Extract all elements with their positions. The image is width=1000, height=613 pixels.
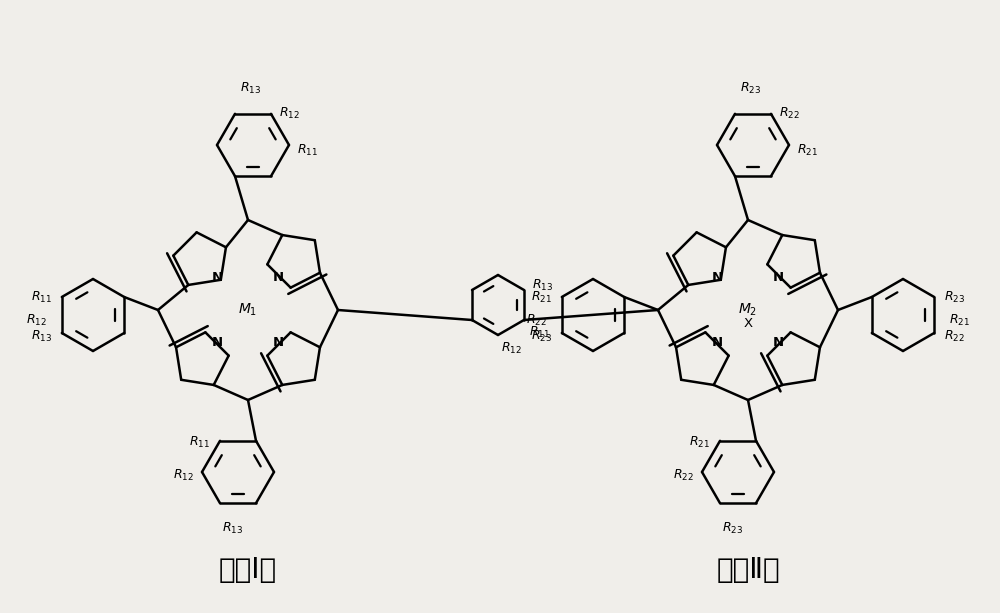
Text: 式（Ⅰ）: 式（Ⅰ） [219, 556, 277, 584]
Text: X: X [743, 316, 753, 330]
Text: $R_{13}$: $R_{13}$ [31, 329, 52, 343]
Text: $R_{21}$: $R_{21}$ [949, 313, 970, 327]
Text: $R_{12}$: $R_{12}$ [279, 106, 300, 121]
Text: N: N [212, 271, 223, 284]
Text: $R_{12}$: $R_{12}$ [501, 341, 521, 356]
Text: $R_{11}$: $R_{11}$ [297, 142, 318, 158]
Text: $R_{21}$: $R_{21}$ [531, 289, 552, 305]
Text: $R_{13}$: $R_{13}$ [532, 278, 553, 292]
Text: $R_{23}$: $R_{23}$ [722, 521, 744, 536]
Text: 式（Ⅱ）: 式（Ⅱ） [716, 556, 780, 584]
Text: $R_{11}$: $R_{11}$ [189, 435, 210, 451]
Text: $R_{22}$: $R_{22}$ [526, 313, 547, 327]
Text: $R_{23}$: $R_{23}$ [740, 81, 762, 96]
Text: N: N [273, 271, 284, 284]
Text: N: N [712, 271, 723, 284]
Text: N: N [773, 271, 784, 284]
Text: $R_{23}$: $R_{23}$ [531, 329, 552, 343]
Text: $R_{23}$: $R_{23}$ [944, 289, 965, 305]
Text: N: N [212, 336, 223, 349]
Text: $R_{12}$: $R_{12}$ [173, 468, 194, 482]
Text: N: N [773, 336, 784, 349]
Text: $M_1$: $M_1$ [238, 302, 258, 318]
Text: $R_{22}$: $R_{22}$ [673, 468, 694, 482]
Text: $R_{21}$: $R_{21}$ [797, 142, 818, 158]
Text: $M_2$: $M_2$ [738, 302, 758, 318]
Text: $R_{22}$: $R_{22}$ [944, 329, 965, 343]
Text: $R_{13}$: $R_{13}$ [222, 521, 244, 536]
Text: $R_{11}$: $R_{11}$ [529, 325, 550, 340]
Text: $R_{22}$: $R_{22}$ [779, 106, 800, 121]
Text: $R_{13}$: $R_{13}$ [240, 81, 262, 96]
Text: $R_{11}$: $R_{11}$ [31, 289, 52, 305]
Text: $R_{12}$: $R_{12}$ [26, 313, 47, 327]
Text: $R_{21}$: $R_{21}$ [689, 435, 710, 451]
Text: N: N [712, 336, 723, 349]
Text: N: N [273, 336, 284, 349]
